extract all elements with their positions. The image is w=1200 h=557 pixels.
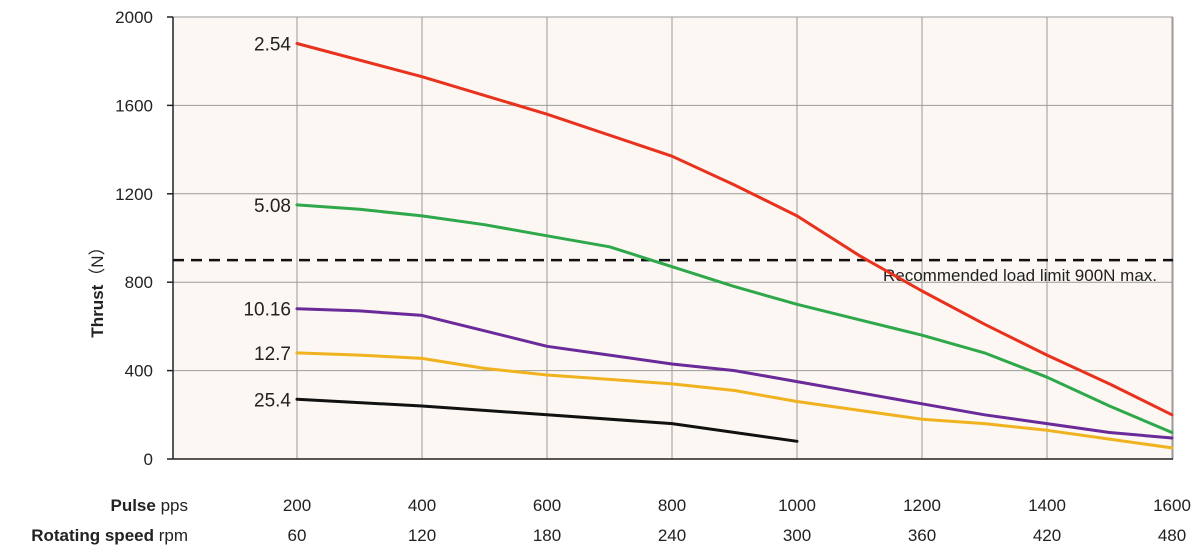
x-tick-label: 1600 bbox=[1153, 496, 1191, 515]
y-tick-label: 0 bbox=[144, 450, 153, 469]
grid bbox=[173, 16, 1174, 459]
series-label: 12.7 bbox=[254, 344, 291, 365]
series-label: 10.16 bbox=[243, 300, 291, 321]
y-tick-label: 1600 bbox=[115, 96, 153, 115]
y-axis-label: Thrust（N） bbox=[88, 238, 107, 337]
series-label: 5.08 bbox=[254, 196, 291, 217]
series-label: 25.4 bbox=[254, 390, 291, 411]
x-tick-label: 240 bbox=[658, 526, 686, 545]
reference-line-group: Recommended load limit 900N max. bbox=[173, 258, 1173, 285]
series-line bbox=[295, 397, 799, 443]
x-row-label: Rotating speed rpm bbox=[31, 526, 188, 545]
reference-line-label: Recommended load limit 900N max. bbox=[883, 266, 1157, 285]
x-tick-label: 1200 bbox=[903, 496, 941, 515]
y-tick-label: 800 bbox=[125, 273, 153, 292]
series-line bbox=[295, 307, 1174, 440]
x-tick-label: 300 bbox=[783, 526, 811, 545]
x-tick-label: 200 bbox=[283, 496, 311, 515]
series-line bbox=[295, 203, 1174, 434]
x-tick-label: 1400 bbox=[1028, 496, 1066, 515]
labels-group: 2.54 5.08 10.16 12.7 25.4 bbox=[243, 35, 291, 412]
x-tick-label: 420 bbox=[1033, 526, 1061, 545]
axes: 0 400 800 1200 1600 2000 bbox=[115, 8, 1173, 469]
x-tick-label: 360 bbox=[908, 526, 936, 545]
x-axis-rows: Pulse pps 200 400 600 800 1000 1200 1400 1600 180… bbox=[31, 496, 1191, 545]
series-line bbox=[295, 351, 1174, 450]
y-tick-label: 2000 bbox=[115, 8, 153, 27]
y-tick-label: 400 bbox=[125, 362, 153, 381]
series-group bbox=[295, 42, 1174, 450]
plot-area bbox=[173, 17, 1173, 459]
x-tick-label: 120 bbox=[408, 526, 436, 545]
y-tick-label: 1200 bbox=[115, 185, 153, 204]
series-label: 2.54 bbox=[254, 35, 291, 56]
series-line bbox=[295, 42, 1174, 417]
x-tick-label: 60 bbox=[288, 526, 307, 545]
x-tick-label: 1000 bbox=[778, 496, 816, 515]
x-row-label: Pulse pps bbox=[110, 496, 188, 515]
x-tick-label: 180 bbox=[533, 526, 561, 545]
x-tick-label: 800 bbox=[658, 496, 686, 515]
x-tick-label: 480 bbox=[1158, 526, 1186, 545]
x-tick-label: 400 bbox=[408, 496, 436, 515]
x-tick-label: 600 bbox=[533, 496, 561, 515]
